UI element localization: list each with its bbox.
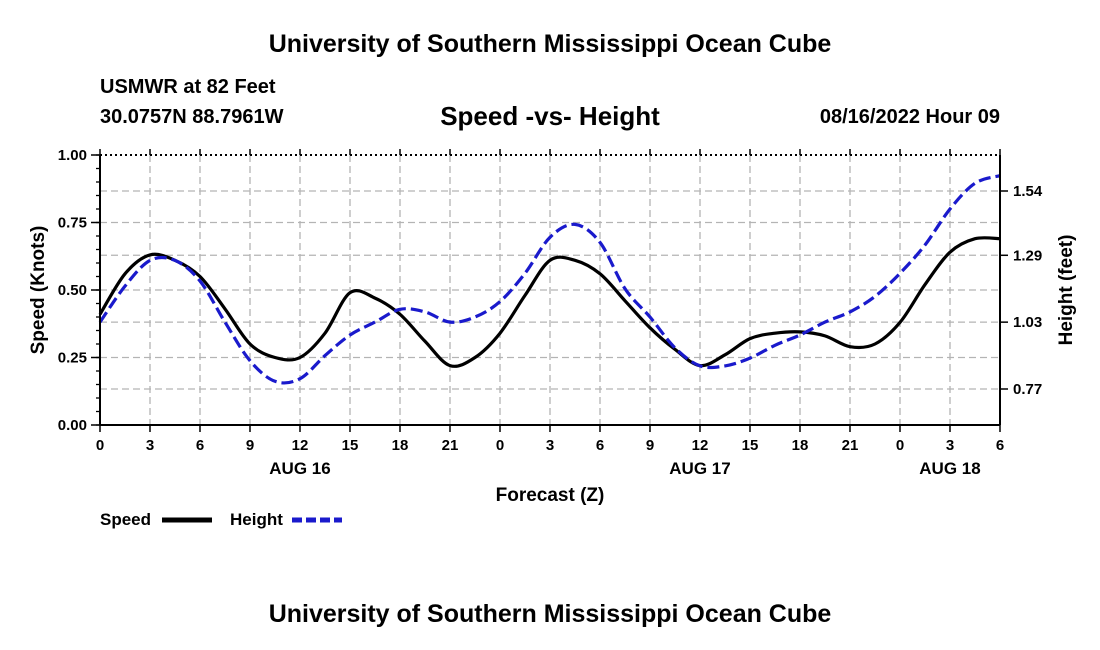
- legend-speed-label: Speed: [100, 510, 152, 529]
- tick-labels: 0 3 6 9 12 15 18 21 0 3 6 9 12 15 18 21 0 3 6 AUG 16 AUG 17 A…: [58, 147, 1043, 478]
- y-tick-label: 0.75: [58, 215, 87, 232]
- chart-title: Speed -vs- Height: [440, 101, 660, 131]
- station-label: USMWR at 82 Feet: [100, 76, 276, 98]
- y-tick-label: 1.00: [58, 147, 87, 164]
- axes: [91, 149, 1008, 432]
- x-tick-label: 0: [96, 437, 104, 454]
- y-axis-label: Speed (Knots): [28, 226, 49, 355]
- y2-axis-label: Height (feet): [1056, 235, 1077, 346]
- date-label: AUG 17: [669, 459, 730, 478]
- x-tick-label: 21: [842, 437, 859, 454]
- y-tick-label: 0.50: [58, 282, 87, 299]
- x-tick-label: 0: [496, 437, 504, 454]
- x-tick-label: 12: [292, 437, 309, 454]
- speed-series-line: [98, 236, 1001, 368]
- x-axis-label: Forecast (Z): [496, 485, 605, 506]
- date-label: AUG 16: [269, 459, 330, 478]
- x-tick-label: 3: [146, 437, 154, 454]
- x-tick-label: 6: [196, 437, 204, 454]
- main-title: University of Southern Mississippi Ocean…: [268, 30, 832, 58]
- footer-title: University of Southern Mississippi Ocean…: [268, 600, 832, 628]
- x-tick-label: 18: [792, 437, 809, 454]
- grid-lines: [100, 155, 1000, 425]
- legend-height-label: Height: [230, 510, 283, 529]
- y2-tick-label: 1.29: [1013, 247, 1042, 264]
- coordinates-label: 30.0757N 88.7961W: [100, 106, 284, 128]
- x-tick-label: 3: [946, 437, 954, 454]
- x-tick-label: 6: [596, 437, 604, 454]
- x-tick-label: 6: [996, 437, 1004, 454]
- date-label: AUG 18: [919, 459, 980, 478]
- x-tick-label: 18: [392, 437, 409, 454]
- x-tick-label: 15: [742, 437, 759, 454]
- x-tick-label: 9: [646, 437, 654, 454]
- height-series-line: [98, 174, 1001, 385]
- x-tick-label: 21: [442, 437, 459, 454]
- x-tick-label: 9: [246, 437, 254, 454]
- x-tick-label: 0: [896, 437, 904, 454]
- y2-tick-label: 0.77: [1013, 381, 1042, 398]
- y2-tick-label: 1.03: [1013, 314, 1042, 331]
- forecast-datetime: 08/16/2022 Hour 09: [819, 106, 1000, 128]
- y-tick-label: 0.00: [58, 417, 87, 434]
- x-tick-label: 3: [546, 437, 554, 454]
- y2-tick-label: 1.54: [1013, 183, 1043, 200]
- series-layer: [98, 174, 1001, 385]
- y-tick-label: 0.25: [58, 350, 87, 367]
- x-tick-label: 15: [342, 437, 359, 454]
- x-tick-label: 12: [692, 437, 709, 454]
